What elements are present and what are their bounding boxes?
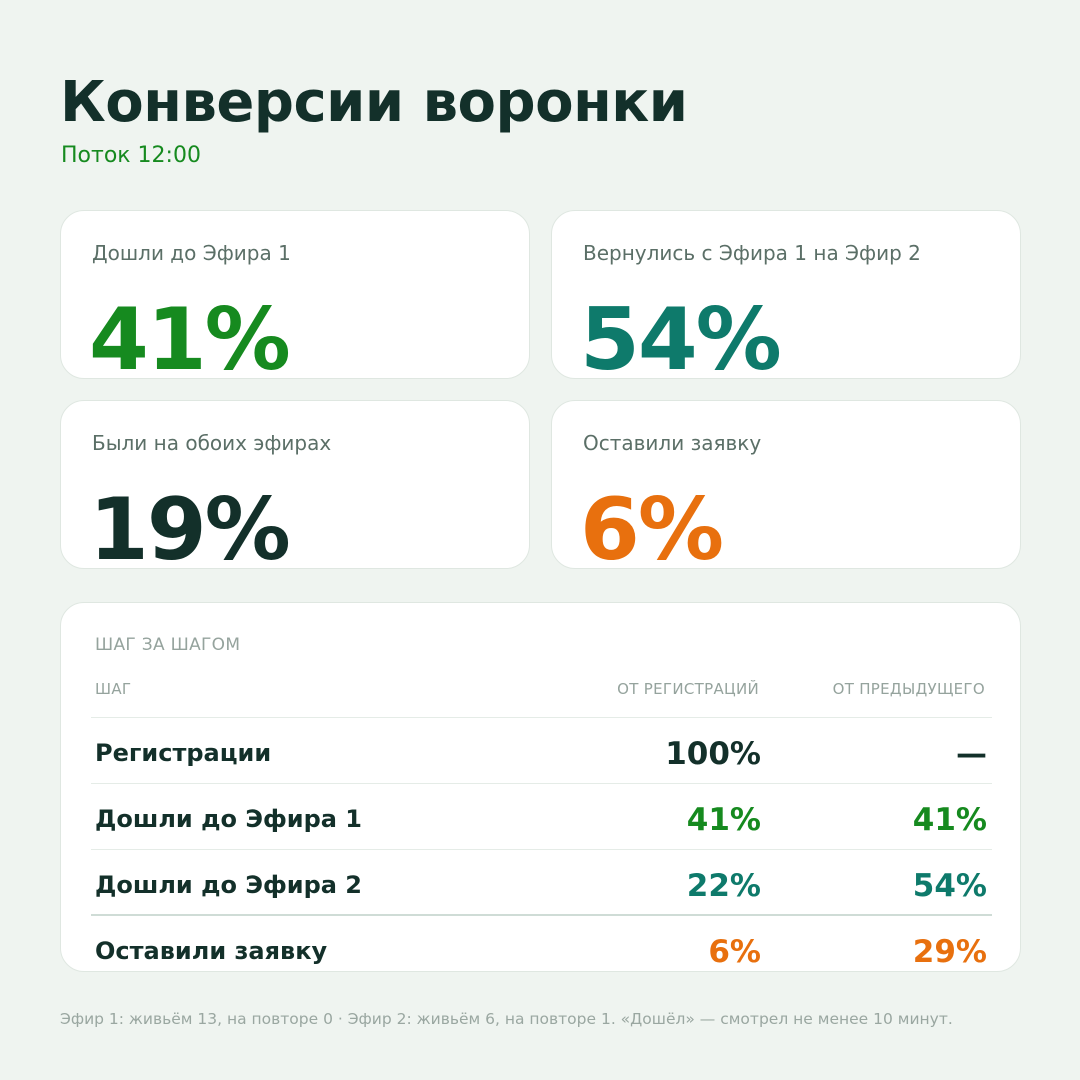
step-name: Регистрации	[95, 739, 272, 767]
value-from-registrations: 41%	[686, 802, 761, 838]
column-header-step: ШАГ	[95, 680, 132, 698]
step-name: Оставили заявку	[95, 937, 328, 965]
kpi-label: Оставили заявку	[583, 431, 762, 455]
kpi-card-returned-to-broadcast-2: Вернулись с Эфира 1 на Эфир 2 54%	[551, 210, 1021, 379]
value-from-registrations: 6%	[708, 934, 761, 970]
table-row: Дошли до Эфира 1 41% 41%	[91, 783, 992, 849]
step-name: Дошли до Эфира 1	[95, 805, 362, 833]
kpi-label: Были на обоих эфирах	[92, 431, 332, 455]
section-label: ШАГ ЗА ШАГОМ	[95, 635, 241, 655]
kpi-card-left-application: Оставили заявку 6%	[551, 400, 1021, 569]
value-from-registrations: 100%	[665, 736, 761, 772]
kpi-value: 6%	[580, 480, 724, 569]
column-header-from-previous: ОТ ПРЕДЫДУЩЕГО	[832, 680, 985, 698]
table-row: Оставили заявку 6% 29%	[91, 914, 992, 971]
value-from-previous: —	[956, 736, 987, 772]
kpi-label: Дошли до Эфира 1	[92, 241, 291, 265]
table-row: Регистрации 100% —	[91, 717, 992, 783]
value-from-registrations: 22%	[686, 868, 761, 904]
value-from-previous: 29%	[912, 934, 987, 970]
kpi-label: Вернулись с Эфира 1 на Эфир 2	[583, 241, 921, 265]
kpi-value: 54%	[580, 290, 782, 379]
page-subtitle: Поток 12:00	[61, 143, 201, 168]
page-title: Конверсии воронки	[60, 70, 688, 135]
kpi-value: 41%	[89, 290, 291, 379]
value-from-previous: 41%	[912, 802, 987, 838]
step-name: Дошли до Эфира 2	[95, 871, 362, 899]
kpi-card-reached-broadcast-1: Дошли до Эфира 1 41%	[60, 210, 530, 379]
step-table-card: ШАГ ЗА ШАГОМ ШАГ ОТ РЕГИСТРАЦИЙ ОТ ПРЕДЫ…	[60, 602, 1021, 972]
footnote: Эфир 1: живьём 13, на повторе 0 · Эфир 2…	[60, 1010, 953, 1028]
table-row: Дошли до Эфира 2 22% 54%	[91, 849, 992, 915]
kpi-value: 19%	[89, 480, 291, 569]
column-header-from-registrations: ОТ РЕГИСТРАЦИЙ	[617, 680, 759, 698]
value-from-previous: 54%	[912, 868, 987, 904]
kpi-card-both-broadcasts: Были на обоих эфирах 19%	[60, 400, 530, 569]
